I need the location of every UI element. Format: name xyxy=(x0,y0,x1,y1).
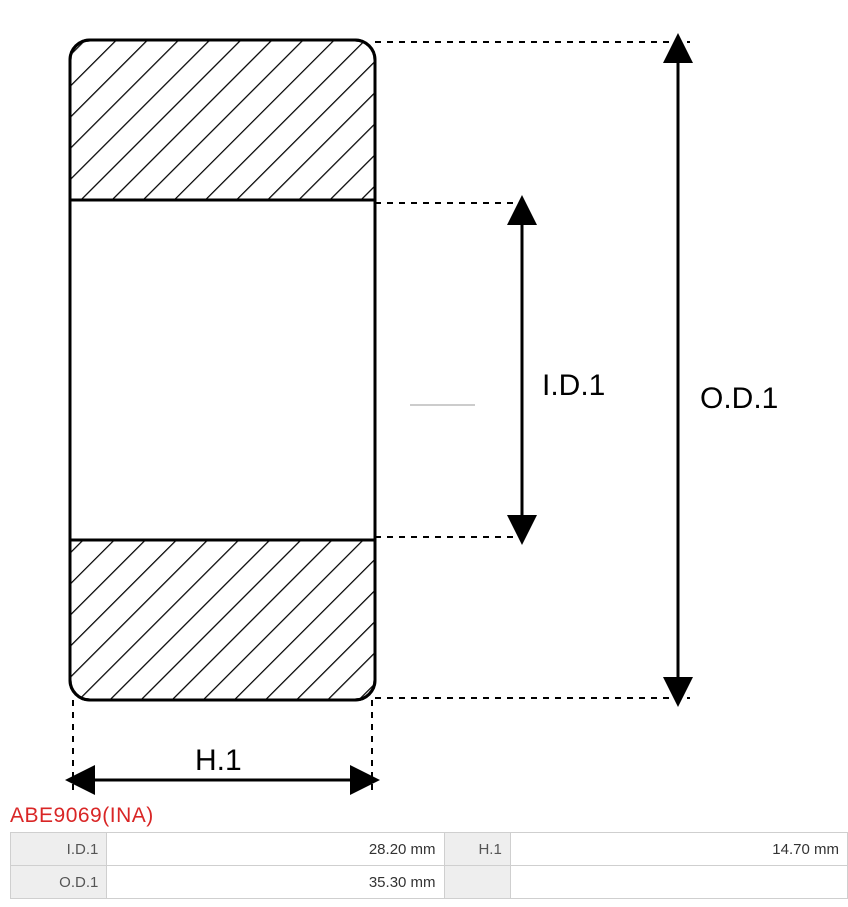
cell-label: I.D.1 xyxy=(11,833,107,866)
cell-value: 35.30 mm xyxy=(107,866,444,899)
table-row: O.D.1 35.30 mm xyxy=(11,866,848,899)
hatch-bottom xyxy=(70,540,375,700)
cell-value: 28.20 mm xyxy=(107,833,444,866)
cell-value xyxy=(510,866,847,899)
od1-label: O.D.1 xyxy=(700,382,778,415)
part-title: ABE9069(INA) xyxy=(0,800,848,832)
diagram-svg: O.D.1 I.D.1 H.1 xyxy=(0,0,848,800)
table-row: I.D.1 28.20 mm H.1 14.70 mm xyxy=(11,833,848,866)
cell-label xyxy=(444,866,510,899)
id1-label: I.D.1 xyxy=(542,369,605,402)
spec-table: I.D.1 28.20 mm H.1 14.70 mm O.D.1 35.30 … xyxy=(10,832,848,899)
bearing-section-diagram: O.D.1 I.D.1 H.1 xyxy=(0,0,848,800)
cell-label: O.D.1 xyxy=(11,866,107,899)
h1-label: H.1 xyxy=(195,744,242,777)
cell-value: 14.70 mm xyxy=(510,833,847,866)
hatch-top xyxy=(70,40,375,200)
cell-label: H.1 xyxy=(444,833,510,866)
